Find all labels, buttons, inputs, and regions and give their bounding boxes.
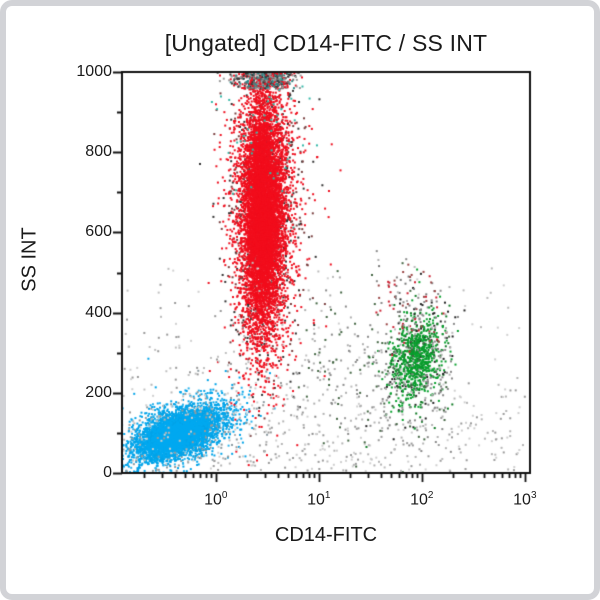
y-tick-label-600: 600 [85,223,112,241]
plot-title: [Ungated] CD14-FITC / SS INT [164,30,488,56]
x-axis-title: CD14-FITC [274,524,378,546]
y-tick-label-400: 400 [85,303,112,321]
x-tick-label-10e2: 102 [410,490,434,509]
y-tick-label-1000: 1000 [76,63,112,80]
y-tick-label-200: 200 [85,383,112,401]
y-axis-title: SS INT [18,227,41,292]
x-tick-label-10e1: 101 [307,490,331,509]
y-tick-label-800: 800 [85,143,112,161]
y-tick-label-0: 0 [103,464,112,481]
x-tick-label-10e3: 103 [513,490,537,509]
x-tick-label-10e0: 100 [204,490,228,509]
